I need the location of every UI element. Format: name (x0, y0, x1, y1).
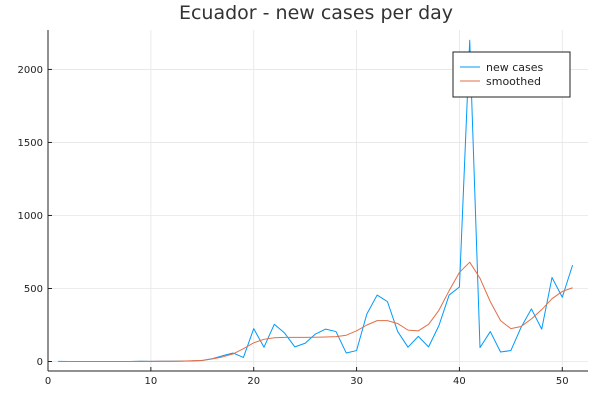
legend-box (452, 51, 571, 98)
y-tick-label: 500 (24, 284, 43, 295)
x-tick-label: 20 (247, 376, 260, 387)
x-tick-label: 0 (45, 376, 51, 387)
x-tick-label: 40 (453, 376, 466, 387)
y-tick-label: 1500 (18, 138, 43, 149)
y-tick-label: 0 (37, 357, 43, 368)
y-tick-label: 2000 (18, 65, 43, 76)
y-tick-label: 1000 (18, 211, 43, 222)
x-tick-label: 10 (144, 376, 157, 387)
chart-title: Ecuador - new cases per day (179, 2, 453, 24)
legend-label: smoothed (486, 75, 541, 88)
x-tick-label: 50 (556, 376, 569, 387)
legend-label: new cases (486, 61, 544, 74)
series-layer (58, 39, 574, 363)
x-tick-label: 30 (350, 376, 363, 387)
series-line-smoothed (58, 261, 573, 363)
